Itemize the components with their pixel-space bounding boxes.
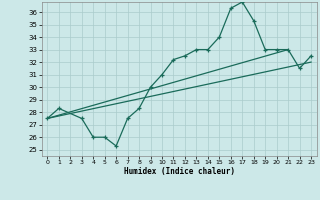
X-axis label: Humidex (Indice chaleur): Humidex (Indice chaleur) bbox=[124, 167, 235, 176]
